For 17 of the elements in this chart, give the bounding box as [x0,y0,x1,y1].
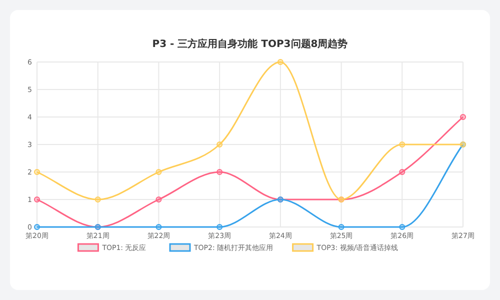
point [216,169,223,175]
point [399,224,406,230]
point [156,196,162,202]
point [399,142,406,148]
point [460,114,466,120]
point [277,59,284,65]
point [216,142,223,148]
point [216,224,223,230]
point [338,224,344,230]
chart-title: P3 - 三方应用自身功能 TOP3问题8周趋势 [152,38,348,50]
point [34,169,40,175]
point [156,169,162,175]
point [34,196,40,202]
point [156,224,162,230]
point [399,169,406,175]
point [94,196,101,202]
point [34,224,40,230]
